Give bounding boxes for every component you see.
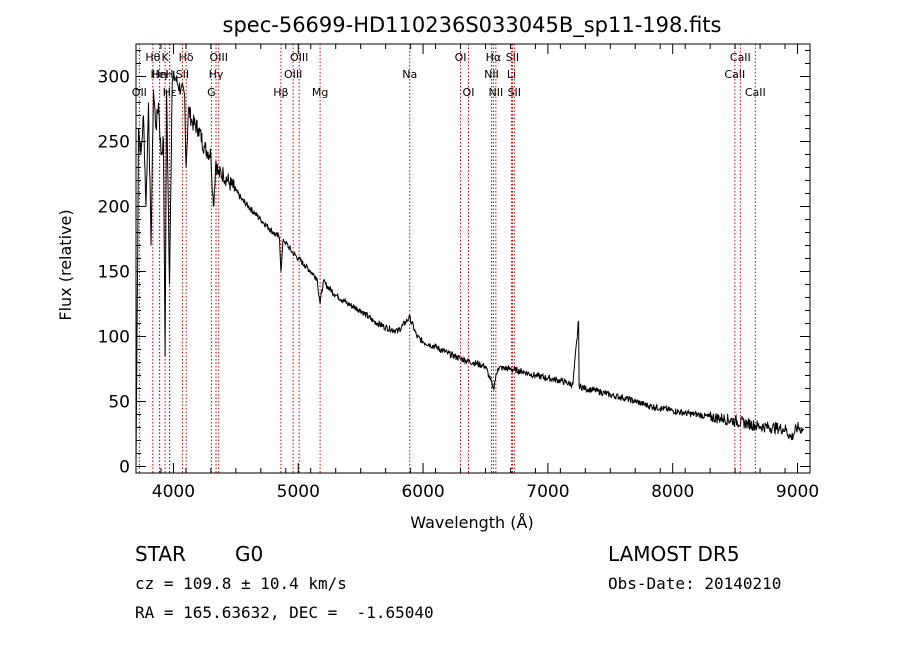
marker-label: Hη bbox=[152, 68, 167, 81]
marker-label: NII bbox=[484, 68, 499, 81]
marker-label: H bbox=[165, 68, 173, 81]
x-tick-label: 6000 bbox=[401, 482, 444, 502]
chart-title: spec-56699-HD110236S033045B_sp11-198.fit… bbox=[223, 13, 722, 38]
x-tick-label: 8000 bbox=[651, 482, 694, 502]
marker-label: Hδ bbox=[179, 51, 194, 64]
obs-date: Obs-Date: 20140210 bbox=[608, 574, 782, 593]
redshift-cz: cz = 109.8 ± 10.4 km/s bbox=[135, 574, 347, 593]
plot-frame bbox=[135, 43, 811, 474]
marker-label: Li bbox=[507, 68, 516, 81]
marker-label: OI bbox=[455, 51, 467, 64]
object-subclass: G0 bbox=[235, 542, 264, 566]
x-tick-label: 7000 bbox=[526, 482, 569, 502]
marker-label: Hγ bbox=[209, 68, 224, 81]
y-tick-label: 250 bbox=[98, 133, 130, 153]
x-axis-label: Wavelength (Å) bbox=[410, 513, 533, 532]
x-tick-label: 9000 bbox=[776, 482, 819, 502]
object-class: STAR bbox=[135, 542, 186, 566]
marker-label: NII bbox=[488, 86, 503, 99]
marker-label: CaII bbox=[730, 51, 751, 64]
marker-label: CaII bbox=[724, 68, 745, 81]
marker-label: HeI bbox=[150, 68, 168, 81]
marker-label: Hβ bbox=[273, 86, 288, 99]
y-tick-label: 100 bbox=[98, 328, 130, 348]
survey-name: LAMOST DR5 bbox=[608, 542, 740, 566]
marker-label: K bbox=[161, 51, 169, 64]
marker-label: OIII bbox=[210, 51, 228, 64]
spectrum-line bbox=[135, 70, 805, 467]
x-tick-label: 5000 bbox=[277, 482, 320, 502]
y-tick-label: 50 bbox=[108, 393, 130, 413]
marker-label: SII bbox=[506, 51, 519, 64]
y-tick-label: 0 bbox=[119, 458, 130, 478]
marker-label: Na bbox=[402, 68, 417, 81]
x-tick-label: 4000 bbox=[152, 482, 195, 502]
y-axis-label: Flux (relative) bbox=[56, 209, 75, 320]
y-tick-label: 300 bbox=[98, 68, 130, 88]
marker-label: OII bbox=[132, 86, 147, 99]
marker-label: OI bbox=[463, 86, 475, 99]
marker-label: SII bbox=[508, 86, 521, 99]
marker-label: CaII bbox=[745, 86, 766, 99]
marker-label: Hα bbox=[486, 51, 502, 64]
marker-label: Hθ bbox=[145, 51, 160, 64]
marker-label: Mg bbox=[312, 86, 328, 99]
marker-label: Hε bbox=[163, 86, 177, 99]
y-tick-label: 150 bbox=[98, 263, 130, 283]
y-tick-label: 200 bbox=[98, 198, 130, 218]
marker-label: OIII bbox=[290, 51, 308, 64]
marker-label: G bbox=[207, 86, 216, 99]
axes: 4000 5000 6000 7000 8000 9000 0 50 100 150 200 250 3… bbox=[98, 43, 819, 502]
marker-label: OIII bbox=[284, 68, 302, 81]
ra-dec: RA = 165.63632, DEC = -1.65040 bbox=[135, 603, 434, 622]
marker-label: SII bbox=[176, 68, 189, 81]
